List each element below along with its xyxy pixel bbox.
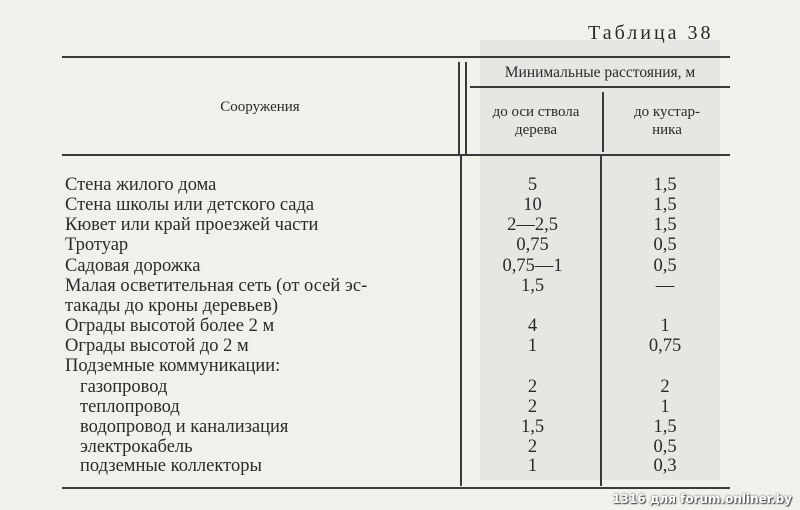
- structure-cell: водопровод и канализация: [80, 417, 289, 437]
- tree-distance-cell: 2: [527, 397, 538, 417]
- table-row: Садовая дорожка 0,75—1 0,5: [0, 256, 800, 276]
- shrub-distance-cell: 1: [660, 316, 670, 336]
- column-group-header: Минимальные расстояния, м: [504, 64, 696, 81]
- tree-distance-cell: 0,75: [516, 235, 549, 255]
- table-title: Таблица 38: [588, 22, 714, 44]
- tree-distance-cell: 0,75—1: [502, 256, 563, 276]
- shrub-distance-cell: 0,3: [653, 456, 677, 476]
- shrub-distance-cell: 1,5: [653, 195, 677, 215]
- structure-cell: Подземные коммуникации:: [65, 356, 281, 376]
- tree-distance-cell: 4: [527, 316, 538, 336]
- header-line: до кустар-: [633, 104, 700, 120]
- structure-cell: теплопровод: [80, 397, 180, 417]
- shrub-distance-cell: 1,5: [653, 215, 677, 235]
- header-line: дерева: [515, 122, 557, 138]
- shrub-distance-cell: 0,5: [653, 437, 677, 457]
- structure-cell: Тротуар: [65, 235, 129, 255]
- tree-distance-cell: 5: [527, 175, 538, 195]
- structure-cell: такады до кроны деревьев): [65, 296, 279, 316]
- structure-cell: Ограды высотой более 2 м: [65, 316, 275, 336]
- table-row: Стена жилого дома 5 1,5: [0, 175, 800, 195]
- table-row: Малая осветительная сеть (от осей эс- 1,5…: [0, 276, 800, 296]
- header-divider: [465, 62, 467, 154]
- body-divider: [600, 156, 602, 486]
- structure-cell: Стена жилого дома: [65, 175, 217, 195]
- table-row: Кювет или край проезжей части 2—2,5 1,5: [0, 215, 800, 235]
- shrub-distance-cell: 0,5: [653, 256, 677, 276]
- structure-cell: Кювет или край проезжей части: [65, 215, 319, 235]
- top-rule: [62, 56, 730, 58]
- table-row: теплопровод 2 1: [0, 397, 800, 417]
- table-row: Ограды высотой более 2 м 4 1: [0, 316, 800, 336]
- table-row: водопровод и канализация 1,5 1,5: [0, 417, 800, 437]
- tree-distance-cell: 1,5: [520, 417, 545, 437]
- shrub-distance-cell: 1: [660, 397, 670, 417]
- tree-distance-cell: 10: [523, 195, 542, 215]
- tree-distance-cell: 1,5: [520, 276, 545, 296]
- header-bottom-rule: [62, 154, 730, 156]
- column-header-structure: Сооружения: [220, 99, 300, 115]
- header-line: до оси ствола: [492, 104, 580, 120]
- tree-distance-cell: 2—2,5: [507, 215, 558, 235]
- structure-cell: электрокабель: [80, 437, 193, 457]
- shrub-distance-cell: 0,75: [648, 336, 682, 356]
- table-row: подземные коллекторы 1 0,3: [0, 456, 800, 476]
- table-row: Стена школы или детского сада 10 1,5: [0, 195, 800, 215]
- table-row: Подземные коммуникации:: [0, 356, 800, 376]
- tree-distance-cell: 1: [527, 336, 538, 356]
- shrub-distance-cell: —: [655, 276, 675, 296]
- group-rule: [470, 86, 730, 88]
- structure-cell: Садовая дорожка: [65, 256, 201, 276]
- shrub-distance-cell: 2: [660, 377, 670, 397]
- tree-distance-cell: 2: [527, 437, 538, 457]
- tree-distance-cell: 2: [527, 377, 538, 397]
- shrub-distance-cell: 1,5: [653, 175, 677, 195]
- table-row: такады до кроны деревьев): [0, 296, 800, 316]
- column-header-shrub: до кустар- ника: [604, 103, 730, 139]
- structure-cell: газопровод: [80, 377, 168, 397]
- structure-cell: подземные коллекторы: [80, 456, 262, 476]
- subheader-divider: [602, 92, 604, 152]
- shrub-distance-cell: 1,5: [653, 417, 677, 437]
- table-row: Ограды высотой до 2 м 1 0,75: [0, 336, 800, 356]
- body-divider: [460, 156, 462, 486]
- table-row: газопровод 2 2: [0, 377, 800, 397]
- tree-distance-cell: 1: [527, 456, 538, 476]
- structure-cell: Ограды высотой до 2 м: [65, 336, 249, 356]
- header-divider: [458, 62, 460, 154]
- header-line: ника: [652, 122, 682, 138]
- structure-cell: Малая осветительная сеть (от осей эс-: [65, 276, 368, 296]
- column-header-tree: до оси ствола дерева: [470, 103, 602, 139]
- shrub-distance-cell: 0,5: [653, 235, 677, 255]
- structure-cell: Стена школы или детского сада: [65, 195, 315, 215]
- table-row: Тротуар 0,75 0,5: [0, 235, 800, 255]
- table-row: электрокабель 2 0,5: [0, 437, 800, 457]
- bottom-rule: [62, 487, 730, 489]
- watermark: 1316 для forum.onliner.by: [612, 492, 792, 506]
